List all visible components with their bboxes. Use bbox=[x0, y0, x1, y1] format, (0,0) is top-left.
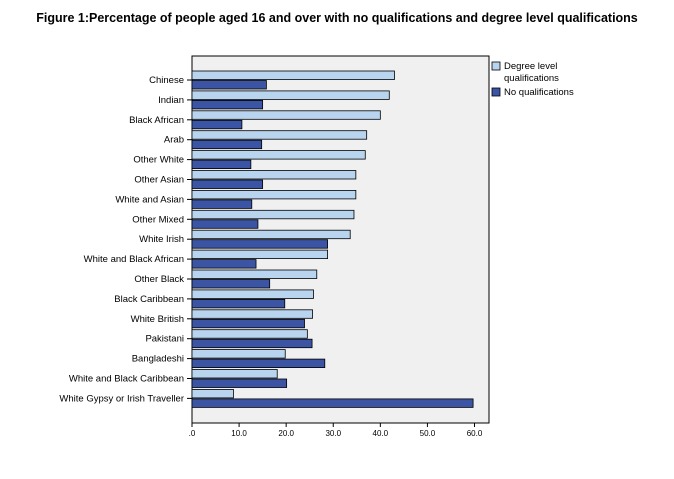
bar-degree bbox=[191, 150, 366, 160]
bar-no-qualifications bbox=[191, 119, 243, 130]
bar-no-qualifications bbox=[191, 358, 326, 369]
bar-degree bbox=[191, 170, 357, 180]
legend-label-degree: qualifications bbox=[504, 73, 559, 84]
x-tick-label: .0 bbox=[189, 429, 196, 438]
bar-degree bbox=[191, 289, 314, 299]
category-labels: Chinese Indian Black African Arab Other Whit… bbox=[59, 75, 192, 404]
category-label: White Gypsy or Irish Traveller bbox=[59, 393, 184, 404]
bar-no-qualifications bbox=[191, 80, 267, 90]
bar-degree bbox=[191, 349, 286, 359]
bar-degree bbox=[191, 70, 395, 80]
bar-no-qualifications bbox=[191, 219, 259, 229]
x-tick-label: 30.0 bbox=[325, 429, 341, 438]
chart-title: Figure 1:Percentage of people aged 16 an… bbox=[36, 11, 638, 25]
bar-degree bbox=[191, 269, 318, 279]
bar-degree bbox=[191, 329, 308, 339]
legend-swatch-degree bbox=[491, 61, 501, 71]
bar-no-qualifications bbox=[191, 139, 263, 150]
category-label: Bangladeshi bbox=[132, 354, 184, 365]
legend-label-degree: Degree level bbox=[504, 61, 557, 72]
bar-no-qualifications bbox=[191, 338, 313, 349]
legend-label-no-qualifications: No qualifications bbox=[504, 87, 574, 98]
bar-degree bbox=[191, 189, 357, 200]
bar-no-qualifications bbox=[191, 159, 252, 170]
category-label: White and Black Caribbean bbox=[69, 374, 184, 385]
category-label: Other Mixed bbox=[132, 214, 184, 225]
bar-degree bbox=[191, 388, 234, 399]
category-label: White Irish bbox=[139, 234, 184, 245]
category-label: Indian bbox=[158, 95, 184, 106]
bar-degree bbox=[191, 110, 381, 120]
category-label: Arab bbox=[164, 135, 184, 146]
x-axis-ticks: .0 10.0 20.0 30.0 40.0 50.0 60.0 bbox=[189, 423, 483, 438]
category-label: Black Caribbean bbox=[114, 294, 184, 305]
category-label: White and Asian bbox=[115, 194, 184, 205]
bar-degree bbox=[191, 209, 355, 220]
category-label: Other White bbox=[133, 155, 184, 166]
category-label: Black African bbox=[129, 115, 184, 126]
bar-no-qualifications bbox=[191, 378, 288, 388]
bar-no-qualifications bbox=[191, 239, 329, 249]
bar-no-qualifications bbox=[191, 199, 253, 209]
bar-no-qualifications bbox=[191, 279, 271, 289]
bar-no-qualifications bbox=[191, 179, 264, 189]
bar-degree bbox=[191, 249, 329, 260]
x-tick-label: 40.0 bbox=[373, 429, 389, 438]
bar-no-qualifications bbox=[191, 318, 305, 329]
x-tick-label: 50.0 bbox=[420, 429, 436, 438]
x-tick-label: 60.0 bbox=[467, 429, 483, 438]
category-label: White British bbox=[131, 314, 184, 325]
category-label: Other Asian bbox=[134, 175, 184, 186]
bar-degree bbox=[191, 309, 313, 319]
category-label: White and Black African bbox=[84, 254, 184, 265]
bar-degree bbox=[191, 369, 278, 379]
category-label: Other Black bbox=[134, 274, 184, 285]
bar-no-qualifications bbox=[191, 398, 474, 408]
bar-no-qualifications bbox=[191, 298, 286, 309]
bar-degree bbox=[191, 130, 368, 140]
x-tick-label: 20.0 bbox=[278, 429, 294, 438]
bar-degree bbox=[191, 90, 390, 100]
legend-swatch-no-qualifications bbox=[491, 87, 501, 97]
bar-no-qualifications bbox=[191, 100, 264, 110]
bar-no-qualifications bbox=[191, 259, 257, 269]
x-tick-label: 10.0 bbox=[231, 429, 247, 438]
category-label: Chinese bbox=[149, 75, 184, 86]
bar-degree bbox=[191, 229, 351, 240]
category-label: Pakistani bbox=[145, 334, 184, 345]
bars-layer bbox=[191, 70, 474, 408]
